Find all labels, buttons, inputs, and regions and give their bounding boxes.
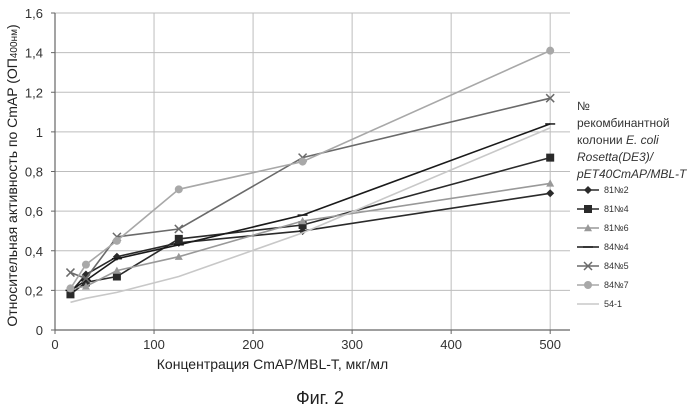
y-tick-label: 0 [36,323,43,338]
y-axis-title: Относительная активность по CmAP (ОП400н… [4,24,20,326]
data-point [175,185,183,193]
series-line [71,128,551,302]
legend-entry: 54-1 [577,299,622,309]
data-point [546,189,554,197]
legend-label: 84№7 [604,280,629,290]
legend-entry: 84№4 [577,242,629,252]
legend-entry: 81№2 [577,185,629,195]
legend-entry: 81№6 [577,223,629,233]
figure-caption: Фиг. 2 [0,388,640,409]
legend-title-line: колонии E. coli [577,133,659,147]
series-lines [65,47,555,303]
legend-marker [584,281,592,289]
legend-label: 54-1 [604,299,622,309]
legend-label: 81№6 [604,223,629,233]
y-tick-label: 1 [36,125,43,140]
legend-label: 84№4 [604,242,629,252]
series-2 [66,154,554,299]
y-tick-label: 0,8 [25,165,43,180]
legend-marker [584,186,592,194]
legend-label: 81№2 [604,185,629,195]
x-tick-label: 0 [51,337,58,352]
y-tick-label: 0,6 [25,204,43,219]
series-line [71,183,551,288]
legend-label: 84№5 [604,261,629,271]
legend-label: 81№4 [604,204,629,214]
data-point [66,284,74,292]
axis-titles: Концентрация CmAP/MBL-T, мкг/мл Относител… [4,24,388,372]
tick-labels: 0 0,2 0,4 0,6 0,8 1 1,2 1,4 1,6 0 100 200 300 400 500 [25,6,561,352]
data-point [546,154,554,162]
legend-title-line: Rosetta(DE3)/ [577,150,655,164]
legend-entry: 84№5 [577,261,629,271]
x-tick-label: 500 [539,337,561,352]
series-7 [71,128,551,302]
legend-title-line: № [577,99,590,113]
y-tick-label: 0,2 [25,283,43,298]
series-1 [66,189,554,296]
series-3 [66,179,554,291]
series-line [71,158,551,295]
y-tick-label: 1,2 [25,85,43,100]
x-tick-label: 200 [242,337,264,352]
series-6 [66,47,554,293]
data-point [82,261,90,269]
y-tick-label: 1,4 [25,46,43,61]
data-point [546,179,554,186]
y-tick-label: 0,4 [25,244,43,259]
data-point [299,158,307,166]
legend-marker [584,205,592,213]
legend-title-line: рекомбинантной [577,116,670,130]
series-line [71,193,551,292]
x-tick-label: 300 [341,337,363,352]
chart: 00,20,40,60,811,21,41,60100200300400500 … [0,0,699,385]
data-point [175,235,183,243]
legend-entry: 81№4 [577,204,629,214]
data-point [66,269,74,277]
data-point [546,47,554,55]
grid [55,13,570,330]
x-tick-label: 100 [143,337,165,352]
x-tick-label: 400 [440,337,462,352]
legend: № рекомбинантной колонии E. coli Rosetta(DE… [576,99,688,309]
data-point [113,237,121,245]
x-axis-title: Концентрация CmAP/MBL-T, мкг/мл [157,356,388,372]
legend-title-line: pET40CmAP/MBL-T [576,167,688,181]
y-tick-label: 1,6 [25,6,43,21]
legend-entry: 84№7 [577,280,629,290]
